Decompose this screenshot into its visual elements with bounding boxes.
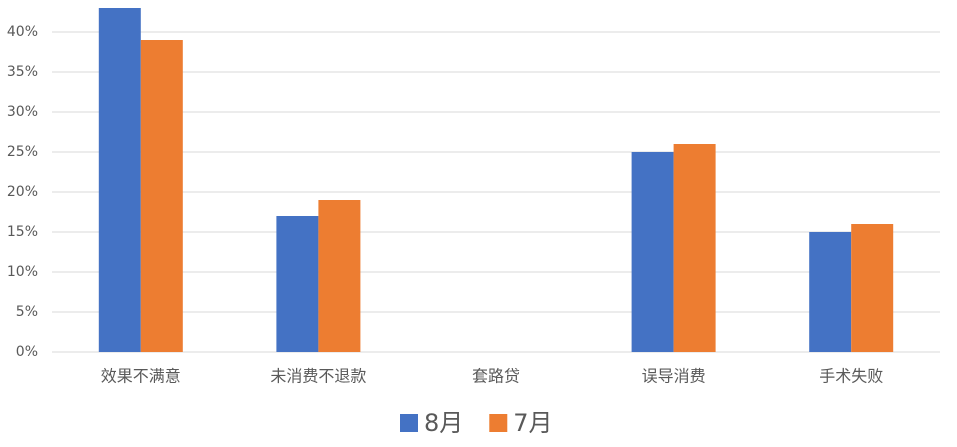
y-tick-label: 25% <box>7 144 38 160</box>
legend-label: 7月 <box>513 409 552 437</box>
y-tick-label: 0% <box>16 344 38 360</box>
bar <box>673 144 716 352</box>
y-tick-label: 10% <box>7 264 38 280</box>
bar <box>631 152 674 352</box>
x-tick-label: 未消费不退款 <box>270 367 366 386</box>
bar <box>98 8 141 352</box>
legend-swatch <box>400 414 418 432</box>
x-tick-label: 手术失败 <box>819 367 883 386</box>
x-tick-label: 效果不满意 <box>101 367 181 386</box>
legend-swatch <box>489 414 508 432</box>
legend-label: 8月 <box>424 409 463 437</box>
x-tick-label: 误导消费 <box>642 367 706 386</box>
bar <box>140 40 183 352</box>
bar <box>318 200 361 352</box>
bar <box>276 216 319 352</box>
y-tick-label: 5% <box>16 304 38 320</box>
y-tick-label: 15% <box>7 224 38 240</box>
y-tick-label: 30% <box>7 104 38 120</box>
y-tick-label: 35% <box>7 64 38 80</box>
y-tick-label: 40% <box>7 24 38 40</box>
x-tick-label: 套路贷 <box>472 367 520 386</box>
y-tick-label: 20% <box>7 184 38 200</box>
bar <box>851 224 894 352</box>
bar <box>809 232 852 352</box>
